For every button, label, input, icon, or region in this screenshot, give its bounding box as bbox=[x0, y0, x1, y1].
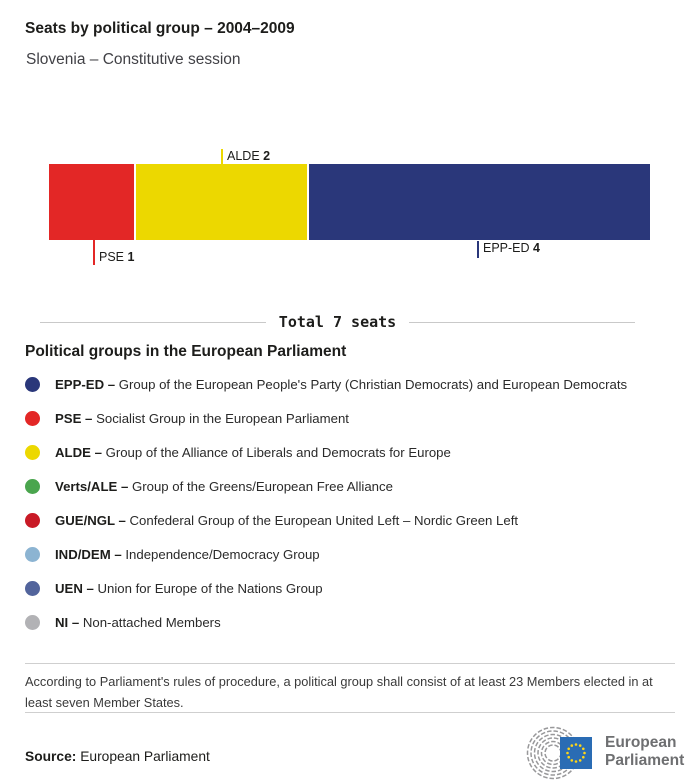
footnote-divider-bottom bbox=[25, 712, 675, 713]
bar-segment-alde bbox=[136, 164, 307, 240]
legend-item-ni: NI – Non-attached Members bbox=[25, 605, 685, 639]
alde-value: 2 bbox=[263, 149, 271, 163]
stacked-bar bbox=[49, 164, 650, 240]
divider-line-right bbox=[409, 321, 635, 323]
gue-ngl-dot-icon bbox=[25, 512, 40, 528]
source-line: Source: European Parliament bbox=[25, 749, 210, 764]
alde-label: ALDE bbox=[227, 149, 260, 163]
pse-label: PSE bbox=[99, 250, 125, 264]
footnote-divider-top bbox=[25, 663, 675, 664]
source-value: European Parliament bbox=[76, 749, 210, 764]
legend-desc: Union for Europe of the Nations Group bbox=[97, 580, 323, 596]
epp-ed-value: 4 bbox=[533, 241, 540, 255]
pse-value: 1 bbox=[127, 250, 135, 264]
page-subtitle: Slovenia – Constitutive session bbox=[26, 51, 241, 68]
alde-dot-icon bbox=[25, 444, 40, 460]
legend-item-gue-ngl: GUE/NGL – Confederal Group of the Europe… bbox=[25, 503, 685, 537]
legend-desc: Socialist Group in the European Parliame… bbox=[96, 410, 349, 426]
alde-callout-tick bbox=[221, 149, 223, 164]
pse-callout-tick bbox=[93, 240, 95, 265]
legend-desc: Confederal Group of the European United … bbox=[129, 512, 519, 528]
epp-ed-label: EPP-ED bbox=[483, 241, 530, 255]
logo-line2: Parliament bbox=[605, 752, 685, 769]
eu-flag-icon bbox=[560, 737, 592, 769]
epp-ed-callout-tick bbox=[477, 241, 479, 258]
total-seats-label: Total 7 seats bbox=[278, 313, 397, 331]
legend-abbr: NI – bbox=[55, 614, 80, 630]
bar-segment-epp-ed bbox=[308, 164, 650, 240]
logo-line1: European bbox=[605, 734, 677, 751]
legend-abbr: PSE – bbox=[55, 410, 93, 426]
alde-callout-label: ALDE 2 bbox=[227, 149, 270, 163]
legend-abbr: EPP-ED – bbox=[55, 376, 116, 392]
legend-desc: Non-attached Members bbox=[82, 614, 221, 630]
hemicycle-flag-icon bbox=[526, 726, 592, 780]
pse-dot-icon bbox=[25, 410, 40, 426]
verts-ale-dot-icon bbox=[25, 478, 40, 494]
legend-desc: Group of the Greens/European Free Allian… bbox=[131, 478, 393, 494]
legend-abbr: UEN – bbox=[55, 580, 94, 596]
logo-wordmark: European Parliament bbox=[605, 734, 684, 770]
legend-desc: Group of the Alliance of Liberals and De… bbox=[105, 444, 451, 460]
legend-item-epp-ed: EPP-ED – Group of the European People's … bbox=[25, 367, 685, 401]
bar-segment-pse bbox=[49, 164, 135, 240]
epp-ed-callout-label: EPP-ED 4 bbox=[483, 241, 540, 255]
legend-list: EPP-ED – Group of the European People's … bbox=[25, 367, 685, 639]
eu-flag-stars bbox=[566, 743, 586, 763]
legend-desc: Independence/Democracy Group bbox=[125, 546, 320, 562]
ni-dot-icon bbox=[25, 614, 40, 630]
source-label: Source: bbox=[25, 749, 77, 764]
ind-dem-dot-icon bbox=[25, 546, 40, 562]
divider-line-left bbox=[40, 321, 266, 323]
legend-abbr: Verts/ALE – bbox=[55, 478, 129, 494]
legend-item-alde: ALDE – Group of the Alliance of Liberals… bbox=[25, 435, 685, 469]
legend-item-uen: UEN – Union for Europe of the Nations Gr… bbox=[25, 571, 685, 605]
epp-ed-dot-icon bbox=[25, 376, 40, 392]
legend-item-ind-dem: IND/DEM – Independence/Democracy Group bbox=[25, 537, 685, 571]
footnote-text: According to Parliament's rules of proce… bbox=[25, 674, 653, 710]
legend-abbr: ALDE – bbox=[55, 444, 102, 460]
legend-abbr: GUE/NGL – bbox=[55, 512, 126, 528]
pse-callout-label: PSE 1 bbox=[99, 250, 134, 264]
uen-dot-icon bbox=[25, 580, 40, 596]
legend-desc: Group of the European People's Party (Ch… bbox=[118, 376, 628, 392]
legend-heading: Political groups in the European Parliam… bbox=[25, 343, 347, 360]
page-title: Seats by political group – 2004–2009 bbox=[25, 20, 295, 37]
legend-item-verts-ale: Verts/ALE – Group of the Greens/European… bbox=[25, 469, 685, 503]
legend-abbr: IND/DEM – bbox=[55, 546, 122, 562]
total-seats-divider: Total 7 seats bbox=[40, 313, 635, 331]
european-parliament-logo: European Parliament bbox=[522, 724, 684, 780]
legend-item-pse: PSE – Socialist Group in the European Pa… bbox=[25, 401, 685, 435]
